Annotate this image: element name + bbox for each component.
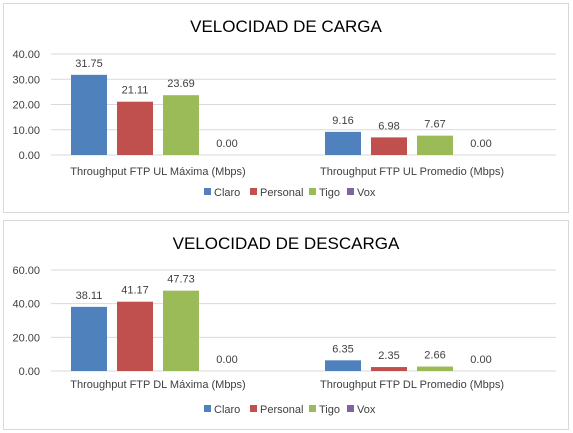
upload-speed-chart-svg: VELOCIDAD DE CARGA 0.00 10.00 20.00 30.00 40.… — [12, 17, 556, 199]
category-label: Throughput FTP UL Máxima (Mbps) — [70, 166, 245, 178]
legend-swatch — [250, 188, 257, 195]
data-label: 21.11 — [122, 85, 149, 97]
legend-swatch — [309, 405, 316, 412]
legend-label: Tigo — [319, 187, 340, 199]
download-speed-chart-svg: VELOCIDAD DE DESCARGA 0.00 20.00 40.00 60.00… — [12, 234, 556, 416]
data-label: 41.17 — [121, 285, 149, 297]
category-label: Throughput FTP DL Promedio (Mbps) — [320, 379, 504, 391]
download-speed-chart: VELOCIDAD DE DESCARGA 0.00 20.00 40.00 60.00… — [3, 220, 569, 430]
data-label: 7.67 — [424, 119, 445, 131]
data-label: 0.00 — [216, 138, 237, 150]
data-label: 6.98 — [378, 120, 399, 132]
y-tick-label: 0.00 — [19, 366, 40, 378]
data-label: 0.00 — [470, 138, 491, 150]
legend-label: Claro — [214, 187, 240, 199]
bar-tigo-0 — [163, 95, 199, 155]
bar-tigo-1 — [417, 135, 453, 155]
y-tick-label: 60.00 — [12, 265, 40, 277]
legend-label: Vox — [357, 404, 376, 416]
y-tick-label: 40.00 — [12, 299, 40, 311]
legend-label: Vox — [357, 187, 376, 199]
category-label: Throughput FTP DL Máxima (Mbps) — [70, 379, 245, 391]
bar-claro-0 — [71, 74, 107, 155]
data-label: 2.66 — [424, 350, 445, 362]
legend-swatch — [309, 188, 316, 195]
bar-claro-1 — [325, 131, 361, 155]
bar-personal-0 — [117, 101, 153, 155]
legend-label: Personal — [260, 187, 303, 199]
upload-speed-chart: VELOCIDAD DE CARGA 0.00 10.00 20.00 30.00 40.… — [3, 3, 569, 213]
legend-label: Claro — [214, 404, 240, 416]
bar-claro-1 — [325, 360, 361, 371]
legend-swatch — [204, 405, 211, 412]
legend-swatch — [347, 188, 354, 195]
legend-swatch — [250, 405, 257, 412]
data-label: 2.35 — [378, 350, 399, 362]
data-label: 38.11 — [76, 290, 103, 302]
y-tick-label: 30.00 — [12, 74, 40, 86]
data-label: 0.00 — [216, 354, 237, 366]
bar-claro-0 — [71, 306, 107, 371]
y-tick-label: 40.00 — [12, 49, 40, 61]
data-label: 0.00 — [470, 354, 491, 366]
y-tick-label: 10.00 — [12, 125, 40, 137]
data-label: 31.75 — [75, 58, 103, 70]
chart-title: VELOCIDAD DE DESCARGA — [173, 234, 400, 253]
category-label: Throughput FTP UL Promedio (Mbps) — [320, 166, 504, 178]
chart-title: VELOCIDAD DE CARGA — [190, 17, 382, 36]
bar-tigo-0 — [163, 290, 199, 371]
legend-swatch — [347, 405, 354, 412]
data-label: 23.69 — [167, 78, 195, 90]
y-tick-label: 20.00 — [12, 332, 40, 344]
data-label: 9.16 — [332, 115, 353, 127]
bar-personal-1 — [371, 367, 407, 371]
legend-label: Personal — [260, 404, 303, 416]
data-label: 47.73 — [167, 274, 195, 286]
y-tick-label: 20.00 — [12, 100, 40, 112]
y-tick-label: 0.00 — [19, 150, 40, 162]
legend-swatch — [204, 188, 211, 195]
legend-label: Tigo — [319, 404, 340, 416]
bar-personal-0 — [117, 301, 153, 371]
data-label: 6.35 — [332, 343, 353, 355]
bar-tigo-1 — [417, 366, 453, 371]
bar-personal-1 — [371, 137, 407, 155]
